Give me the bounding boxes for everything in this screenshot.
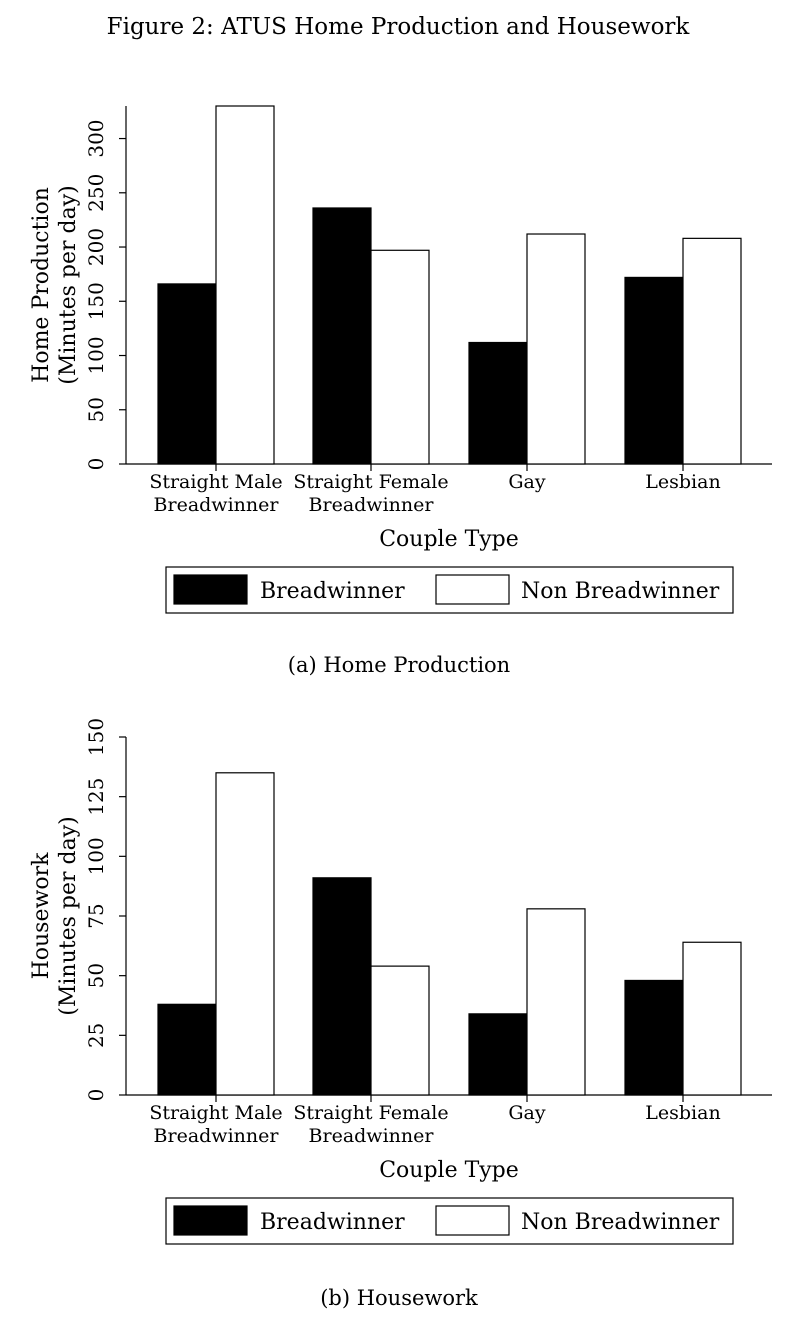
y-tick-label: 200 (84, 228, 108, 266)
y-tick-label: 0 (84, 458, 108, 471)
y-tick-label: 75 (84, 903, 108, 928)
bar-breadwinner (468, 341, 528, 465)
legend-swatch-non-breadwinner (435, 574, 510, 605)
bar-non-breadwinner (682, 237, 742, 465)
y-tick-label: 50 (84, 963, 108, 988)
y-tick-label: 100 (84, 336, 108, 374)
bar-non-breadwinner (215, 772, 275, 1096)
panel-caption: (b) Housework (320, 1286, 478, 1310)
category-label: Straight Female (293, 471, 448, 493)
category-label: Lesbian (645, 1102, 720, 1124)
y-axis-title-line: Home Production (29, 187, 54, 383)
bar-breadwinner (468, 1013, 528, 1096)
y-tick-label: 125 (84, 778, 108, 816)
bar-breadwinner (624, 979, 684, 1096)
legend-label-breadwinner: Breadwinner (260, 579, 405, 604)
bar-breadwinner (624, 276, 684, 465)
category-label: Breadwinner (154, 494, 280, 516)
y-tick-label: 150 (84, 718, 108, 756)
category-label: Lesbian (645, 471, 720, 493)
legend-swatch-breadwinner (173, 574, 248, 605)
bar-non-breadwinner (370, 249, 430, 465)
legend-swatch-breadwinner (173, 1205, 248, 1236)
category-label: Straight Male (149, 1102, 282, 1124)
category-label: Gay (508, 1102, 546, 1124)
bar-non-breadwinner (682, 941, 742, 1096)
y-axis-title-line: Housework (29, 852, 54, 980)
bar-non-breadwinner (215, 105, 275, 465)
bar-breadwinner (157, 283, 217, 465)
y-tick-label: 300 (84, 119, 108, 157)
y-tick-label: 250 (84, 174, 108, 212)
legend-swatch-non-breadwinner (435, 1205, 510, 1236)
y-tick-label: 50 (84, 397, 108, 422)
y-axis-title-line: (Minutes per day) (56, 185, 81, 384)
category-label: Straight Male (149, 471, 282, 493)
bar-breadwinner (312, 207, 372, 465)
category-label: Breadwinner (309, 494, 435, 516)
bar-non-breadwinner (370, 965, 430, 1096)
category-label: Breadwinner (309, 1125, 435, 1147)
category-label: Straight Female (293, 1102, 448, 1124)
category-label: Gay (508, 471, 546, 493)
category-label: Breadwinner (154, 1125, 280, 1147)
y-tick-label: 0 (84, 1089, 108, 1102)
x-axis-title: Couple Type (379, 1158, 519, 1183)
y-axis-title-line: (Minutes per day) (56, 816, 81, 1015)
y-tick-label: 25 (84, 1023, 108, 1048)
y-tick-label: 150 (84, 282, 108, 320)
bar-breadwinner (157, 1003, 217, 1096)
legend-label-breadwinner: Breadwinner (260, 1210, 405, 1235)
bar-non-breadwinner (526, 908, 586, 1096)
panel-caption: (a) Home Production (288, 653, 510, 677)
y-tick-label: 100 (84, 837, 108, 875)
legend-label-non-breadwinner: Non Breadwinner (521, 579, 720, 604)
legend-label-non-breadwinner: Non Breadwinner (521, 1210, 720, 1235)
x-axis-title: Couple Type (379, 527, 519, 552)
figure-title: Figure 2: ATUS Home Production and House… (107, 14, 691, 40)
bar-non-breadwinner (526, 233, 586, 465)
bar-breadwinner (312, 877, 372, 1096)
